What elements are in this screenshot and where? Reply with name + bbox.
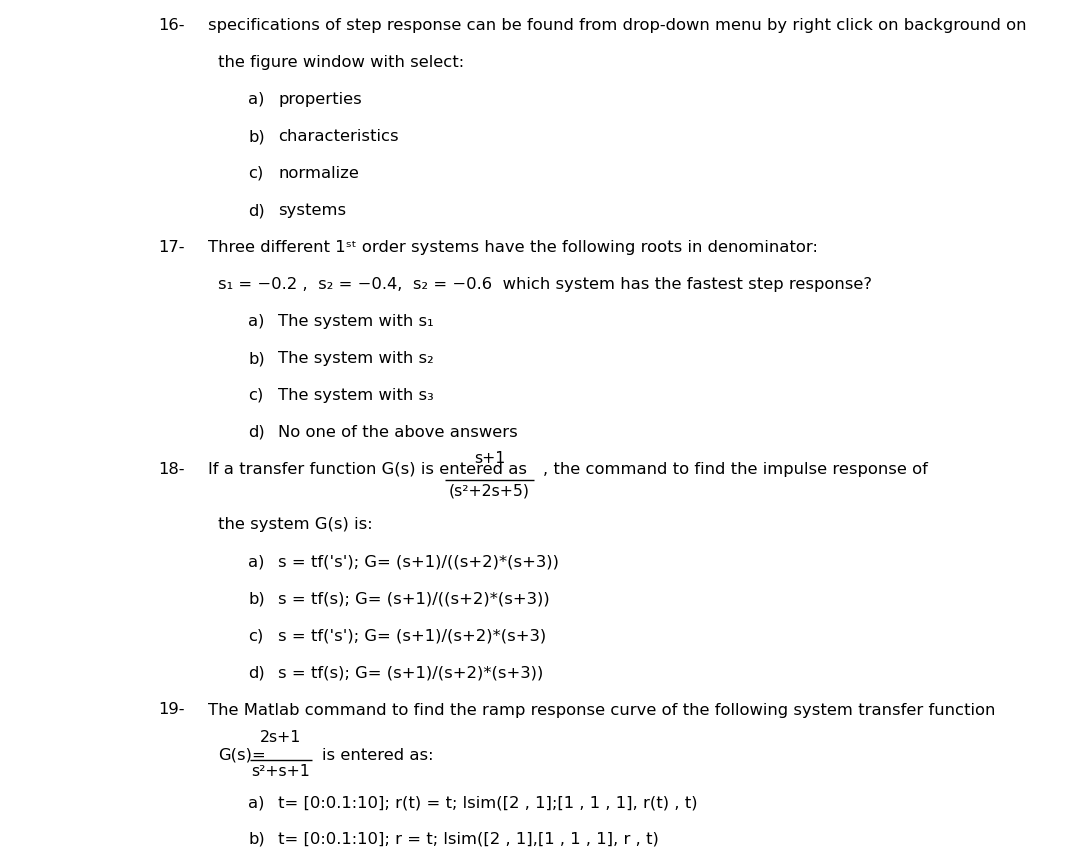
- Text: s = tf(s); G= (s+1)/((s+2)*(s+3)): s = tf(s); G= (s+1)/((s+2)*(s+3)): [278, 591, 550, 606]
- Text: specifications of step response can be found from drop-down menu by right click : specifications of step response can be f…: [208, 18, 1026, 33]
- Text: The system with s₃: The system with s₃: [278, 387, 434, 403]
- Text: c): c): [248, 628, 264, 643]
- Text: a): a): [248, 554, 265, 569]
- Text: s = tf('s'); G= (s+1)/((s+2)*(s+3)): s = tf('s'); G= (s+1)/((s+2)*(s+3)): [278, 554, 559, 569]
- Text: b): b): [248, 351, 265, 366]
- Text: b): b): [248, 129, 265, 144]
- Text: a): a): [248, 314, 265, 328]
- Text: The Matlab command to find the ramp response curve of the following system trans: The Matlab command to find the ramp resp…: [208, 702, 996, 717]
- Text: G(s)=: G(s)=: [218, 746, 266, 762]
- Text: 2s+1: 2s+1: [260, 729, 301, 745]
- Text: c): c): [248, 387, 264, 403]
- Text: s = tf(s); G= (s+1)/(s+2)*(s+3)): s = tf(s); G= (s+1)/(s+2)*(s+3)): [278, 664, 543, 680]
- Text: , the command to find the impulse response of: , the command to find the impulse respon…: [543, 461, 928, 477]
- Text: t= [0:0.1:10]; r = t; lsim([2 , 1],[1 , 1 , 1], r , t): t= [0:0.1:10]; r = t; lsim([2 , 1],[1 , …: [278, 831, 659, 846]
- Text: 16-: 16-: [158, 18, 185, 33]
- Text: s₁ = −0.2 ,  s₂ = −0.4,  s₂ = −0.6  which system has the fastest step response?: s₁ = −0.2 , s₂ = −0.4, s₂ = −0.6 which s…: [218, 276, 872, 292]
- Text: No one of the above answers: No one of the above answers: [278, 425, 517, 439]
- Text: d): d): [248, 664, 265, 680]
- Text: systems: systems: [278, 203, 346, 218]
- Text: t= [0:0.1:10]; r(t) = t; lsim([2 , 1];[1 , 1 , 1], r(t) , t): t= [0:0.1:10]; r(t) = t; lsim([2 , 1];[1…: [278, 794, 698, 809]
- Text: (s²+2s+5): (s²+2s+5): [449, 484, 530, 498]
- Text: s+1: s+1: [474, 450, 505, 466]
- Text: a): a): [248, 794, 265, 809]
- Text: The system with s₁: The system with s₁: [278, 314, 434, 328]
- Text: 18-: 18-: [158, 461, 185, 477]
- Text: the figure window with select:: the figure window with select:: [218, 55, 464, 70]
- Text: the system G(s) is:: the system G(s) is:: [218, 517, 373, 532]
- Text: 19-: 19-: [158, 702, 185, 717]
- Text: normalize: normalize: [278, 165, 359, 181]
- Text: b): b): [248, 591, 265, 606]
- Text: is entered as:: is entered as:: [322, 746, 433, 762]
- Text: s²+s+1: s²+s+1: [252, 763, 310, 778]
- Text: characteristics: characteristics: [278, 129, 399, 144]
- Text: If a transfer function G(s) is entered as: If a transfer function G(s) is entered a…: [208, 461, 527, 477]
- Text: The system with s₂: The system with s₂: [278, 351, 434, 366]
- Text: s = tf('s'); G= (s+1)/(s+2)*(s+3): s = tf('s'); G= (s+1)/(s+2)*(s+3): [278, 628, 546, 643]
- Text: 17-: 17-: [158, 240, 185, 255]
- Text: c): c): [248, 165, 264, 181]
- Text: Three different 1ˢᵗ order systems have the following roots in denominator:: Three different 1ˢᵗ order systems have t…: [208, 240, 818, 255]
- Text: a): a): [248, 92, 265, 107]
- Text: properties: properties: [278, 92, 362, 107]
- Text: b): b): [248, 831, 265, 846]
- Text: d): d): [248, 203, 265, 218]
- Text: d): d): [248, 425, 265, 439]
